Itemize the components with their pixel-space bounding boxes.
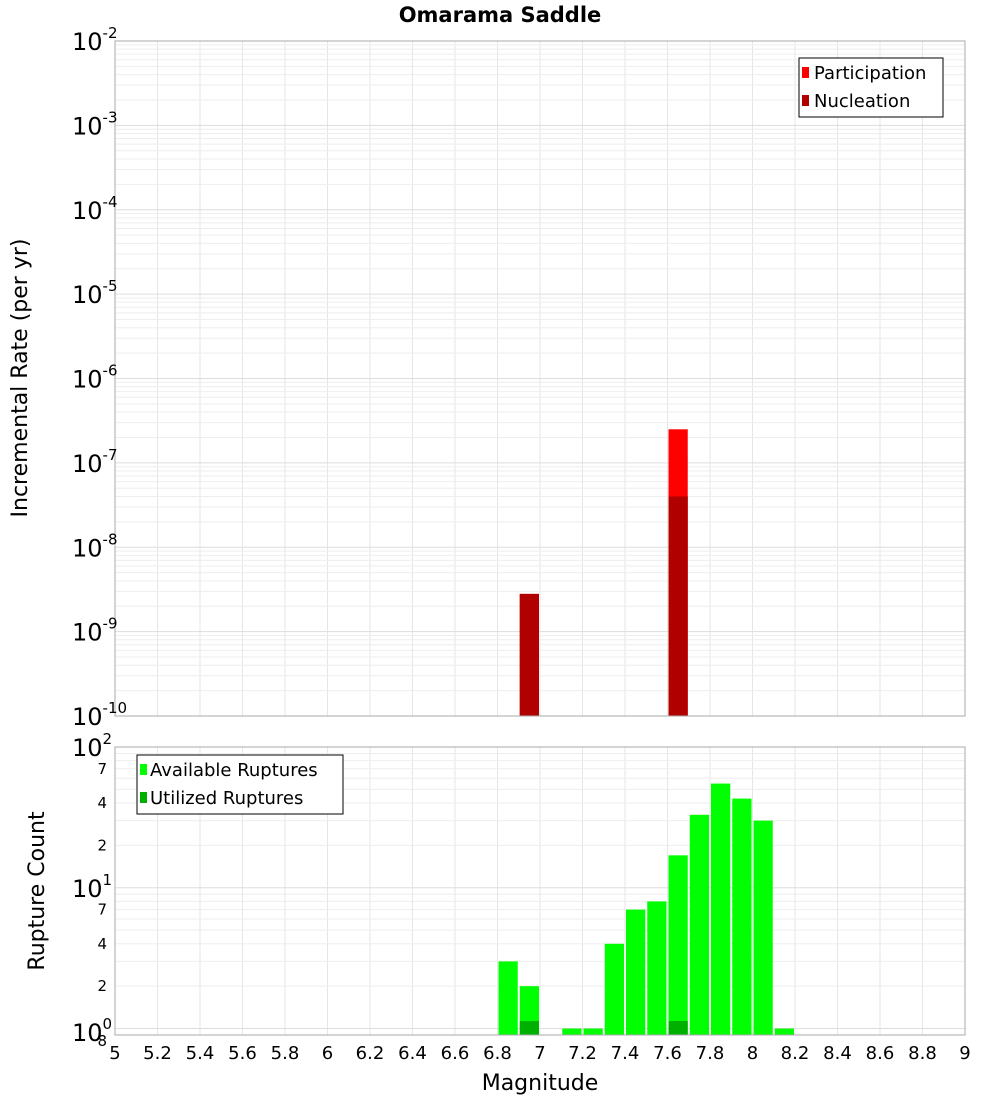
nucleation-bar bbox=[519, 593, 539, 716]
magnitude-tick-labels: 5 5.2 5.4 5.6 5.8 6 6.2 6.4 6.6 6.8 7 7.2 7.4 7.6 7.8 8… bbox=[109, 1043, 970, 1064]
rate-plot-grid bbox=[114, 41, 966, 717]
magnitude-tick-label: 6.2 bbox=[356, 1043, 385, 1064]
magnitude-tick-label: 7.6 bbox=[653, 1043, 682, 1064]
nucleation-bar bbox=[668, 496, 688, 716]
available-ruptures-bar bbox=[668, 855, 688, 1035]
available-ruptures-bar bbox=[732, 798, 752, 1035]
available-ruptures-legend-label: Available Ruptures bbox=[150, 760, 318, 781]
utilized-ruptures-legend-label: Utilized Ruptures bbox=[150, 788, 303, 809]
rate-plot-bars bbox=[519, 429, 688, 716]
magnitude-tick-label: 5 bbox=[109, 1043, 120, 1064]
available-ruptures-bar bbox=[711, 783, 731, 1035]
available-ruptures-bar bbox=[689, 814, 709, 1035]
magnitude-tick-label: 5.8 bbox=[271, 1043, 300, 1064]
rupture-y-minor-tick-label: 2 bbox=[97, 836, 107, 854]
available-ruptures-bar bbox=[626, 909, 646, 1035]
rate-plot-panel: 10-10 10-9 10-8 10-7 10-6 10-5 10-4 10-3 10-2 In… bbox=[8, 24, 966, 731]
magnitude-tick-label: 8.4 bbox=[823, 1043, 852, 1064]
utilized-ruptures-swatch bbox=[140, 792, 147, 803]
magnitude-tick-label: 5.4 bbox=[186, 1043, 215, 1064]
rupture-count-panel: 100 101 102 8 2 4 7 2 4 7 5 5.2 5.4 5.6 5.8 6 6.2 6.4 6.6… bbox=[25, 730, 971, 1096]
magnitude-tick-label: 6 bbox=[322, 1043, 333, 1064]
magnitude-tick-label: 6.4 bbox=[398, 1043, 427, 1064]
magnitude-tick-label: 7.2 bbox=[568, 1043, 597, 1064]
magnitude-tick-label: 5.6 bbox=[228, 1043, 257, 1064]
magnitude-tick-label: 8.6 bbox=[866, 1043, 895, 1064]
rate-legend-box bbox=[798, 57, 944, 118]
magnitude-tick-label: 5.2 bbox=[143, 1043, 172, 1064]
available-ruptures-bar bbox=[647, 901, 667, 1035]
available-ruptures-bar bbox=[583, 1028, 603, 1035]
chart-title: Omarama Saddle bbox=[399, 3, 602, 27]
rupture-y-minor-tick-label: 7 bbox=[97, 760, 107, 778]
participation-swatch bbox=[802, 67, 809, 78]
rate-legend: Participation Nucleation bbox=[798, 57, 944, 118]
magnitude-tick-label: 7.8 bbox=[696, 1043, 725, 1064]
rupture-y-tick-labels: 100 101 102 8 2 4 7 2 4 7 bbox=[72, 730, 112, 1050]
rate-y-tick-label: 10-5 bbox=[72, 277, 118, 309]
rate-y-axis-label: Incremental Rate (per yr) bbox=[8, 239, 33, 518]
rate-y-tick-label: 10-2 bbox=[72, 24, 118, 56]
available-ruptures-bar bbox=[753, 820, 773, 1035]
nucleation-legend-label: Nucleation bbox=[814, 91, 910, 112]
magnitude-tick-label: 8 bbox=[747, 1043, 758, 1064]
utilized-ruptures-bar bbox=[668, 1021, 688, 1035]
magnitude-tick-label: 9 bbox=[959, 1043, 970, 1064]
utilized-ruptures-bar bbox=[519, 1021, 539, 1035]
rupture-y-minor-tick-label: 2 bbox=[97, 977, 107, 995]
rate-plot-border bbox=[114, 40, 966, 717]
rupture-y-tick-label: 101 bbox=[72, 871, 112, 903]
rate-y-tick-label: 10-6 bbox=[72, 362, 118, 394]
rupture-y-minor-tick-label: 8 bbox=[97, 1032, 107, 1050]
magnitude-tick-label: 6.6 bbox=[441, 1043, 470, 1064]
available-ruptures-bar bbox=[604, 943, 624, 1035]
rupture-y-minor-tick-label: 4 bbox=[97, 935, 107, 953]
rate-y-tick-label: 10-4 bbox=[72, 193, 118, 225]
available-ruptures-bar bbox=[774, 1028, 794, 1035]
rupture-y-minor-tick-label: 7 bbox=[97, 901, 107, 919]
rupture-plot-bars bbox=[498, 783, 794, 1035]
magnitude-tick-label: 8.8 bbox=[908, 1043, 937, 1064]
magnitude-tick-label: 7.4 bbox=[611, 1043, 640, 1064]
rate-y-tick-label: 10-7 bbox=[72, 446, 118, 478]
rate-y-tick-label: 10-10 bbox=[72, 699, 127, 731]
nucleation-swatch bbox=[802, 95, 809, 106]
rupture-plot-border bbox=[114, 746, 966, 1036]
rupture-y-axis-label: Rupture Count bbox=[25, 811, 50, 971]
rupture-legend-box bbox=[136, 754, 344, 815]
rate-y-tick-label: 10-3 bbox=[72, 108, 118, 140]
rate-y-tick-label: 10-9 bbox=[72, 615, 118, 647]
magnitude-tick-label: 8.2 bbox=[781, 1043, 810, 1064]
magnitude-axis-label: Magnitude bbox=[482, 1071, 599, 1096]
available-ruptures-bar bbox=[562, 1028, 582, 1035]
rupture-y-minor-tick-label: 4 bbox=[97, 794, 107, 812]
rupture-y-tick-label: 102 bbox=[72, 730, 112, 762]
available-ruptures-bar bbox=[498, 961, 518, 1035]
magnitude-tick-label: 6.8 bbox=[483, 1043, 512, 1064]
magnitude-tick-label: 7 bbox=[534, 1043, 545, 1064]
rupture-legend: Available Ruptures Utilized Ruptures bbox=[136, 754, 344, 815]
rupture-y-tick-label: 100 bbox=[72, 1015, 112, 1047]
rate-y-tick-label: 10-8 bbox=[72, 530, 118, 562]
available-ruptures-swatch bbox=[140, 764, 147, 775]
rate-y-tick-labels: 10-10 10-9 10-8 10-7 10-6 10-5 10-4 10-3 10-2 bbox=[72, 24, 127, 731]
participation-legend-label: Participation bbox=[814, 63, 926, 84]
